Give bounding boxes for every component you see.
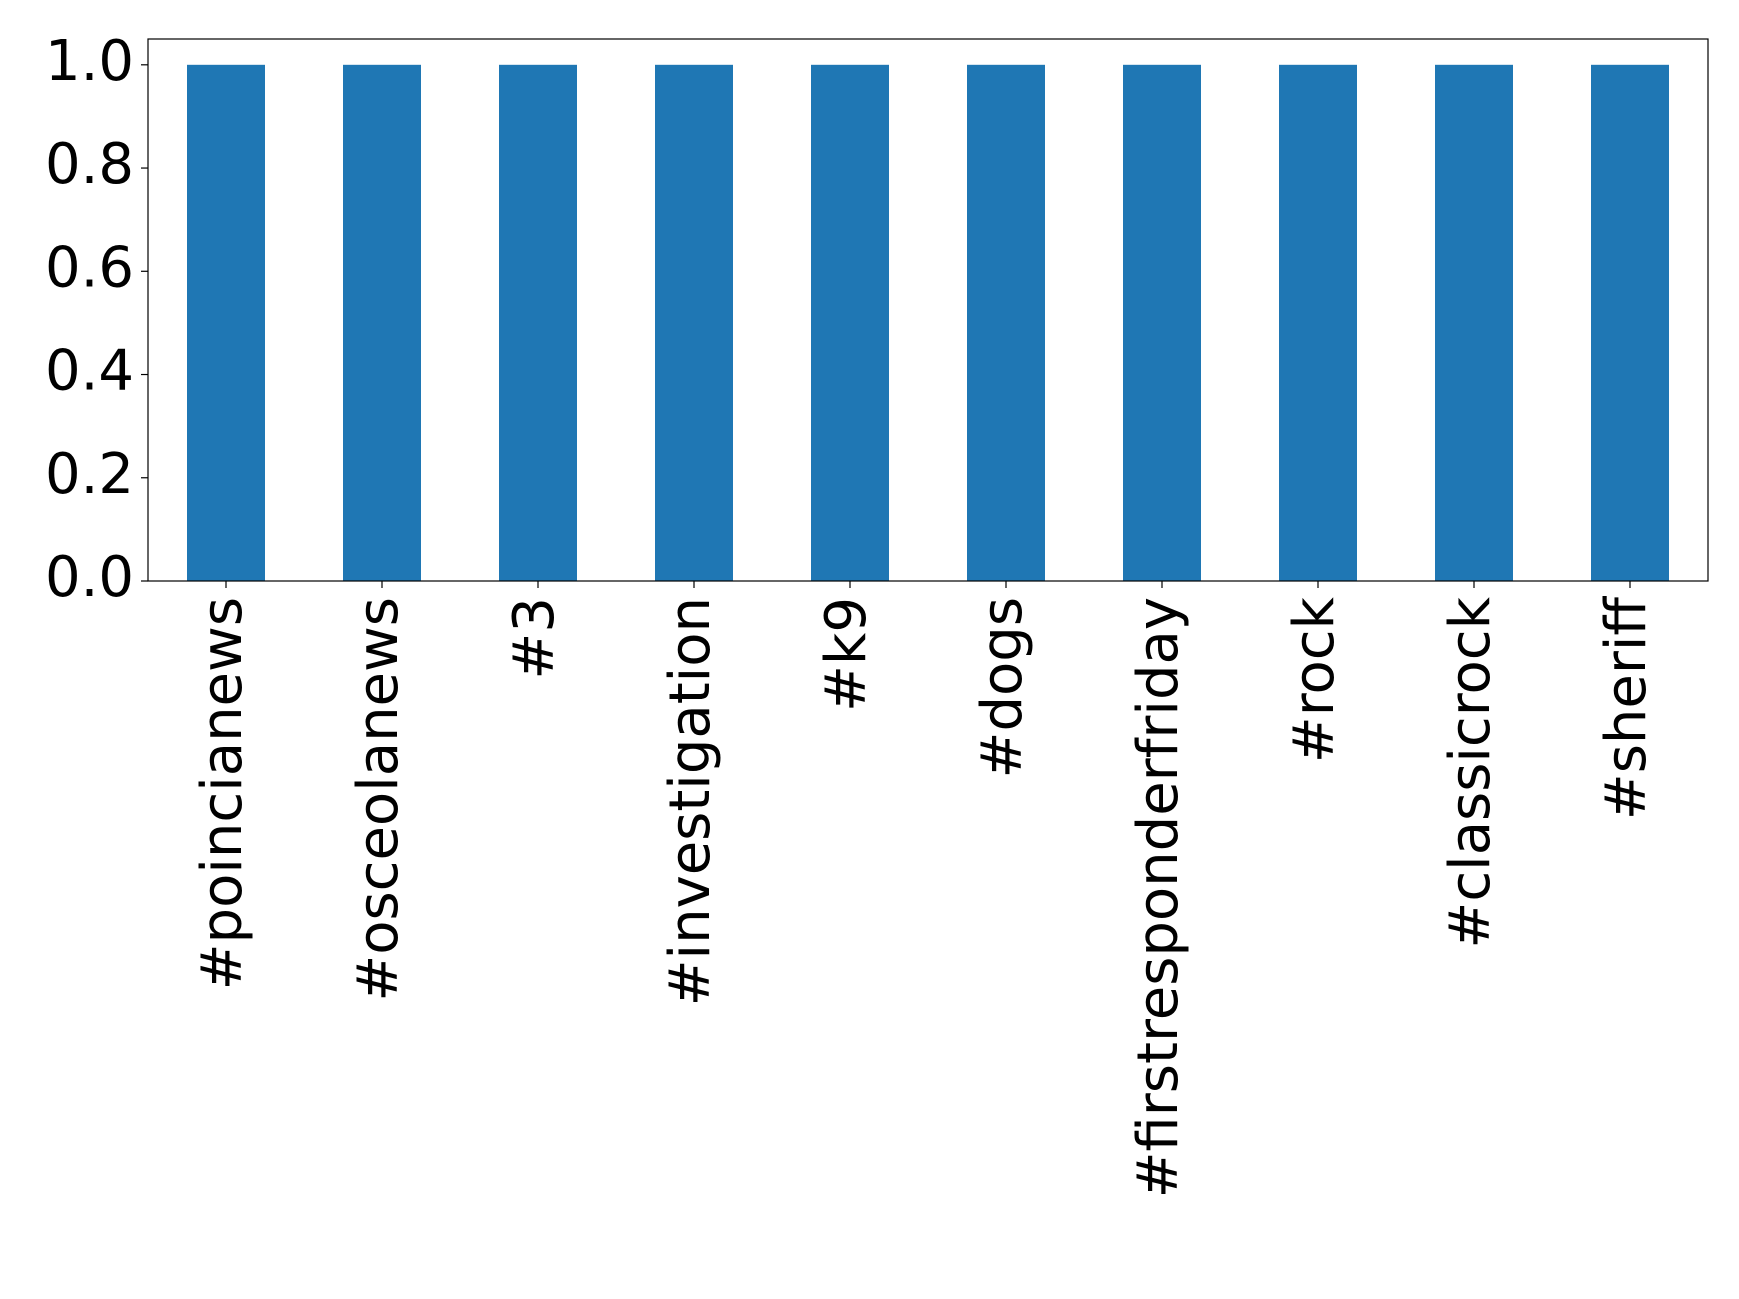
- y-tick-label: 0.2: [45, 442, 134, 507]
- x-tick-label: #sheriff: [1594, 596, 1659, 821]
- bar: [499, 64, 577, 582]
- bar: [967, 64, 1045, 582]
- plot-frame: [147, 38, 1709, 582]
- y-tick-label: 0.0: [45, 545, 134, 610]
- y-tick-label: 1.0: [45, 29, 134, 94]
- y-tick-label: 0.8: [45, 132, 134, 197]
- x-tick-label: #investigation: [658, 597, 723, 1006]
- y-tick-label: 0.6: [45, 235, 134, 300]
- x-tick-label: #3: [502, 597, 567, 680]
- bar: [1123, 64, 1201, 582]
- x-tick-label: #classicrock: [1438, 596, 1503, 948]
- x-tick-label: #dogs: [970, 597, 1035, 778]
- bar: [811, 64, 889, 582]
- bar: [1435, 64, 1513, 582]
- y-tick-label: 0.4: [45, 339, 134, 404]
- bar: [187, 64, 265, 582]
- bar: [1591, 64, 1669, 582]
- bar: [655, 64, 733, 582]
- bar: [1279, 64, 1357, 582]
- x-tick-label: #osceolanews: [346, 597, 411, 1002]
- x-tick-label: #rock: [1282, 596, 1347, 763]
- bar: [343, 64, 421, 582]
- x-tick-label: #poincianews: [190, 597, 255, 990]
- x-tick-label: #k9: [814, 597, 879, 712]
- x-tick-label: #firstresponderfriday: [1126, 597, 1191, 1198]
